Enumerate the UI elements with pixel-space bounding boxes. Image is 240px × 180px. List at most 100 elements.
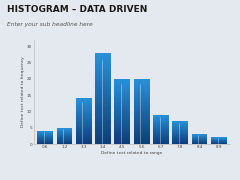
Bar (57, 135, 72, 136)
Bar (172, 138, 188, 139)
Bar (134, 133, 150, 134)
Bar (134, 107, 150, 108)
Bar (114, 134, 130, 136)
Bar (95, 114, 111, 117)
Bar (114, 118, 130, 120)
Bar (57, 133, 72, 134)
Bar (134, 105, 150, 107)
Bar (172, 122, 188, 123)
Bar (37, 139, 53, 140)
Bar (114, 133, 130, 134)
Bar (134, 139, 150, 141)
Bar (172, 131, 188, 132)
Bar (114, 131, 130, 133)
Bar (114, 93, 130, 95)
Bar (153, 129, 169, 130)
Bar (134, 126, 150, 128)
Bar (114, 120, 130, 121)
Bar (76, 138, 92, 140)
Bar (134, 98, 150, 100)
Bar (95, 62, 111, 64)
Bar (134, 103, 150, 105)
Bar (192, 136, 207, 137)
Text: Enter your sub headline here: Enter your sub headline here (7, 22, 93, 27)
Bar (76, 106, 92, 107)
Bar (153, 137, 169, 138)
Bar (153, 119, 169, 120)
Bar (76, 117, 92, 118)
Bar (76, 122, 92, 123)
Bar (37, 131, 53, 132)
Bar (134, 79, 150, 80)
Bar (114, 121, 130, 123)
Bar (95, 85, 111, 87)
Bar (95, 96, 111, 98)
Bar (192, 137, 207, 138)
Bar (76, 119, 92, 120)
Bar (114, 123, 130, 124)
Bar (76, 104, 92, 105)
Bar (172, 141, 188, 142)
Bar (134, 124, 150, 126)
Bar (76, 136, 92, 137)
Bar (95, 91, 111, 94)
Bar (153, 130, 169, 131)
Bar (76, 103, 92, 104)
Bar (153, 121, 169, 122)
Bar (95, 107, 111, 110)
Bar (95, 140, 111, 142)
Bar (95, 53, 111, 55)
Bar (134, 110, 150, 111)
Bar (37, 143, 53, 144)
Bar (114, 98, 130, 100)
Bar (134, 131, 150, 133)
Bar (172, 136, 188, 137)
Bar (114, 116, 130, 118)
Bar (153, 133, 169, 134)
Bar (134, 121, 150, 123)
Bar (134, 128, 150, 129)
Bar (95, 71, 111, 73)
Bar (134, 138, 150, 139)
Bar (95, 110, 111, 112)
Bar (76, 130, 92, 131)
Bar (172, 142, 188, 143)
Bar (153, 125, 169, 126)
Bar (57, 140, 72, 141)
Bar (76, 142, 92, 143)
Bar (134, 136, 150, 138)
Bar (95, 119, 111, 121)
Bar (114, 108, 130, 110)
Bar (76, 113, 92, 114)
Bar (114, 107, 130, 108)
Bar (114, 90, 130, 92)
Bar (134, 89, 150, 90)
Bar (153, 128, 169, 129)
Y-axis label: Define text related to frequency: Define text related to frequency (21, 56, 25, 127)
Bar (76, 114, 92, 115)
Bar (114, 103, 130, 105)
Bar (37, 132, 53, 133)
Bar (192, 138, 207, 139)
Bar (76, 123, 92, 125)
Bar (76, 127, 92, 128)
Bar (76, 115, 92, 117)
Bar (95, 69, 111, 71)
Bar (95, 128, 111, 130)
Bar (172, 121, 188, 122)
Bar (114, 136, 130, 138)
Bar (57, 129, 72, 130)
Bar (114, 97, 130, 98)
Bar (95, 135, 111, 137)
Bar (76, 121, 92, 122)
Bar (172, 123, 188, 124)
Bar (37, 138, 53, 139)
Bar (153, 120, 169, 121)
Bar (95, 73, 111, 75)
Bar (37, 142, 53, 143)
Bar (134, 82, 150, 84)
Bar (57, 128, 72, 129)
Bar (76, 125, 92, 126)
Bar (114, 79, 130, 80)
Bar (172, 135, 188, 136)
